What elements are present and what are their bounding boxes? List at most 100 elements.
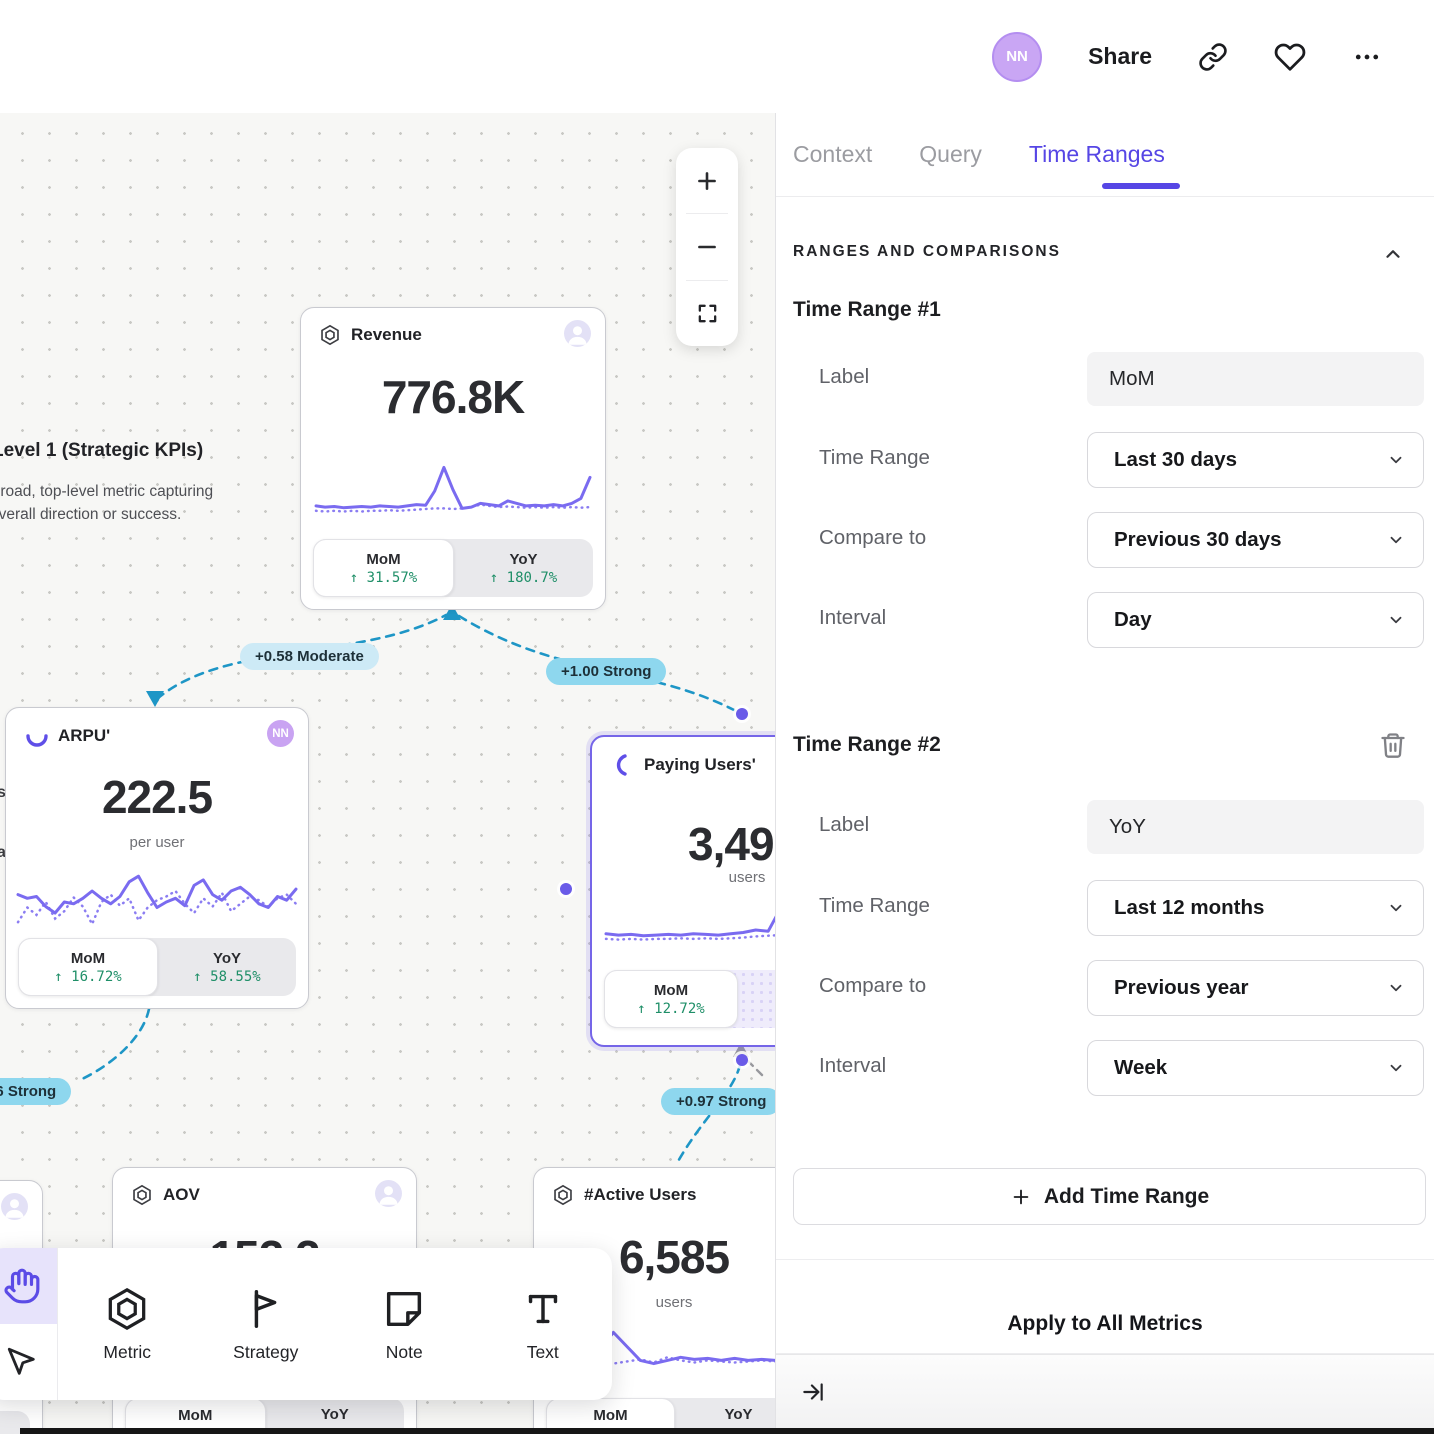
- chevron-up-icon: [1386, 250, 1400, 258]
- toggle-yoy[interactable]: YoY ↑ 180.7%: [454, 539, 593, 597]
- tool-text[interactable]: Text: [474, 1248, 613, 1400]
- hand-tool-button[interactable]: [0, 1248, 57, 1324]
- correlation-badge: 66 Strong: [0, 1078, 72, 1105]
- interval-select[interactable]: Week: [1087, 1040, 1424, 1096]
- panel-footer: [776, 1354, 1434, 1434]
- toggle-label: MoM: [70, 949, 106, 967]
- metric-card-revenue[interactable]: Revenue 776.8K MoM ↑ 31.57% YoY ↑ 180.7%: [300, 307, 606, 610]
- user-avatar[interactable]: NN: [992, 31, 1043, 82]
- person-icon: [379, 1186, 398, 1205]
- time-range-select[interactable]: Last 30 days: [1087, 432, 1424, 488]
- heart-icon: [1274, 43, 1306, 71]
- interval-select[interactable]: Day: [1087, 592, 1424, 648]
- favorite-button[interactable]: [1274, 41, 1306, 73]
- minus-icon: [698, 245, 716, 249]
- chevron-down-icon: [1390, 984, 1402, 992]
- compare-to-select[interactable]: Previous year: [1087, 960, 1424, 1016]
- tab-time-ranges[interactable]: Time Ranges: [1028, 141, 1165, 167]
- delete-time-range-button[interactable]: [1379, 730, 1409, 762]
- chevron-down-icon: [1390, 536, 1402, 544]
- field-label: Compare to: [819, 974, 927, 997]
- connection-handle[interactable]: [560, 883, 572, 895]
- tool-metric[interactable]: Metric: [58, 1248, 197, 1400]
- label-input[interactable]: [1087, 800, 1424, 854]
- metric-value: 6,585: [618, 1231, 730, 1283]
- more-options-button[interactable]: [1352, 42, 1382, 72]
- divider: [776, 1353, 1434, 1354]
- card-title: #Active Users: [584, 1185, 697, 1204]
- share-button[interactable]: Share: [1088, 43, 1152, 69]
- section-header: RANGES AND COMPARISONS: [793, 243, 1061, 260]
- metric-card-arpu[interactable]: ARPU' NN 222.5 per user MoM ↑ 16.72% YoY…: [5, 707, 309, 1009]
- zoom-out-button[interactable]: [676, 214, 738, 279]
- collapse-section-button[interactable]: [1382, 243, 1404, 270]
- time-range-select[interactable]: Last 12 months: [1087, 880, 1424, 936]
- owner-avatar: [375, 1180, 402, 1207]
- tool-label: Metric: [103, 1341, 152, 1362]
- toggle-label: MoM: [178, 1407, 213, 1424]
- person-icon: [568, 326, 587, 345]
- metric-hexagon-icon: [133, 1184, 151, 1206]
- time-range-1-heading: Time Range #1: [793, 298, 941, 321]
- toggle-yoy[interactable]: YoY ↑ 58.55%: [158, 938, 296, 996]
- text-icon: [528, 1294, 557, 1323]
- clipped-text-fragment: a: [0, 844, 6, 861]
- owner-avatar: [1, 1193, 28, 1220]
- add-time-range-label: Add Time Range: [1043, 1184, 1210, 1208]
- toggle-label: YoY: [320, 1406, 349, 1423]
- tool-note[interactable]: Note: [335, 1248, 474, 1400]
- tool-label: Note: [385, 1341, 423, 1362]
- label-input[interactable]: [1087, 352, 1424, 406]
- owner-avatar-nn: NN: [267, 720, 294, 747]
- toggle-mom[interactable]: MoM ↑ 31.57%: [313, 539, 454, 597]
- correlation-badge: +0.58 Moderate: [240, 643, 379, 670]
- cursor-icon: [7, 1347, 35, 1375]
- time-range-toggle: MoM ↑ 16.72% YoY ↑ 58.55%: [18, 938, 296, 996]
- toggle-mom[interactable]: MoM ↑ 12.72%: [604, 970, 738, 1028]
- add-time-range-button[interactable]: Add Time Range: [793, 1168, 1426, 1225]
- loading-arc-icon: [26, 734, 48, 747]
- select-value: Last 30 days: [1114, 448, 1238, 471]
- canvas-annotation-line1: Broad, top-level metric capturing: [0, 483, 214, 500]
- canvas-toolbar: Metric Strategy Note: [0, 1248, 612, 1400]
- time-range-2-heading: Time Range #2: [793, 733, 941, 756]
- correlation-badge: +0.97 Strong: [661, 1088, 782, 1115]
- collapse-panel-button[interactable]: [800, 1379, 826, 1405]
- toggle-yoy[interactable]: YoY: [675, 1398, 802, 1434]
- tab-context[interactable]: Context: [793, 141, 873, 167]
- fit-view-button[interactable]: [676, 281, 738, 346]
- metric-unit: users: [728, 869, 766, 886]
- compare-to-select[interactable]: Previous 30 days: [1087, 512, 1424, 568]
- metric-value: 776.8K: [381, 371, 525, 423]
- copy-link-button[interactable]: [1198, 42, 1228, 72]
- tool-label: Text: [526, 1341, 559, 1362]
- connection-handle[interactable]: [736, 1054, 748, 1066]
- sparkline: [314, 465, 592, 513]
- select-tool-button[interactable]: [0, 1324, 57, 1400]
- metric-unit: users: [655, 1294, 693, 1311]
- zoom-in-button[interactable]: [676, 148, 738, 213]
- toggle-label: YoY: [724, 1406, 753, 1423]
- top-header: NN Share: [0, 0, 1434, 113]
- tool-strategy[interactable]: Strategy: [197, 1248, 336, 1400]
- field-label: Interval: [819, 606, 887, 629]
- field-label: Label: [819, 365, 870, 388]
- select-value: Day: [1114, 608, 1152, 631]
- chevron-down-icon: [1390, 1064, 1402, 1072]
- window-bottom-edge: [20, 1428, 1434, 1434]
- metric-hexagon-icon: [321, 324, 339, 346]
- toggle-yoy[interactable]: YoY: [266, 1398, 405, 1434]
- panel-tabs: Context Query Time Ranges: [776, 113, 1434, 197]
- toggle-delta: ↑ 180.7%: [489, 569, 558, 586]
- correlation-badge: +1.00 Strong: [546, 658, 667, 685]
- field-label: Interval: [819, 1054, 887, 1077]
- toggle-mom[interactable]: MoM ↑ 16.72%: [18, 938, 158, 996]
- arrow-right-to-line-icon: [803, 1383, 823, 1401]
- tab-query[interactable]: Query: [919, 141, 982, 167]
- apply-to-all-metrics-button[interactable]: Apply to All Metrics: [1007, 1312, 1203, 1335]
- connection-handle[interactable]: [736, 708, 748, 720]
- strategy-flag-icon: [254, 1289, 277, 1328]
- settings-panel: Context Query Time Ranges RANGES AND COM…: [775, 113, 1434, 1434]
- toggle-label: MoM: [653, 981, 689, 999]
- select-value: Previous year: [1114, 976, 1249, 999]
